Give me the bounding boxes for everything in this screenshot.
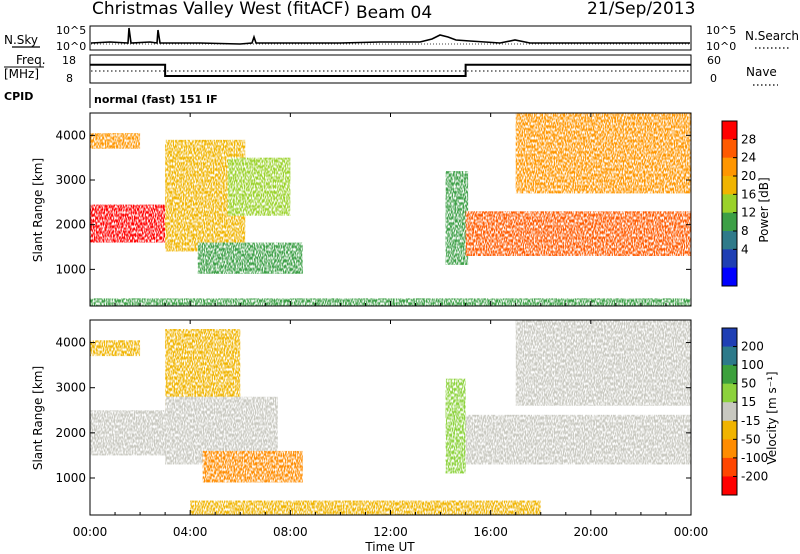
x-axis-label: Time UT xyxy=(364,540,415,554)
velocity-colorbar-label-7: -200 xyxy=(741,469,768,483)
power-colorbar-label-5: 8 xyxy=(741,224,749,238)
power-colorbar-swatch-2 xyxy=(722,157,737,177)
power-colorbar-label-0: 28 xyxy=(741,132,756,146)
velocity-colorbar-swatch-3 xyxy=(722,383,737,403)
power-colorbar-label-3: 16 xyxy=(741,187,756,201)
velocity-colorbar-swatch-8 xyxy=(722,476,737,496)
xtick-label-0: 00:00 xyxy=(73,525,108,539)
chart-title: Christmas Valley West (fitACF) xyxy=(92,0,350,19)
power-colorbar-label-1: 24 xyxy=(741,151,756,165)
power-region-0 xyxy=(90,204,166,243)
power-region-1 xyxy=(90,133,141,149)
velocity-region-1 xyxy=(90,340,141,357)
power-ytick-label-1: 3000 xyxy=(55,173,86,187)
velocity-colorbar-frame xyxy=(721,327,738,496)
power-colorbar-swatch-4 xyxy=(722,194,737,214)
nsky-line xyxy=(90,27,690,45)
freq-label-1: Freq. xyxy=(16,53,46,67)
power-colorbar-swatch-7 xyxy=(722,249,737,269)
xtick-label-3: 12:00 xyxy=(373,525,408,539)
velocity-colorbar-label-3: 15 xyxy=(741,395,756,409)
nave-tick-top: 60 xyxy=(707,54,721,67)
velocity-colorbar-swatch-6 xyxy=(722,439,737,459)
xtick-label-1: 04:00 xyxy=(173,525,208,539)
velocity-ylabel: Slant Range [km] xyxy=(31,366,45,470)
power-colorbar-swatch-8 xyxy=(722,267,737,287)
velocity-colorbar-swatch-4 xyxy=(722,402,737,422)
nsky-tick-bottom: 10^0 xyxy=(56,40,86,53)
nave-label: Nave xyxy=(746,65,777,79)
velocity-ytick-label-1: 3000 xyxy=(55,381,86,395)
power-ytick-label-0: 4000 xyxy=(55,128,86,142)
power-colorbar-label: Power [dB] xyxy=(757,177,771,242)
velocity-colorbar-swatch-5 xyxy=(722,420,737,440)
freq-line xyxy=(90,63,691,77)
nsearch-tick-bottom: 10^0 xyxy=(706,40,736,53)
velocity-colorbar-label-2: 50 xyxy=(741,377,756,391)
velocity-region-6 xyxy=(465,414,691,465)
power-heatmap xyxy=(90,113,691,306)
power-colorbar-label-2: 20 xyxy=(741,169,756,183)
nsky-tick-top: 10^5 xyxy=(56,24,86,37)
velocity-colorbar-swatch-7 xyxy=(722,457,737,477)
power-region-5 xyxy=(445,171,469,265)
velocity-region-0 xyxy=(90,410,166,456)
power-region-7 xyxy=(515,113,691,194)
beam-label: Beam 04 xyxy=(356,3,432,23)
freq-label-2: [MHz] xyxy=(4,67,39,81)
freq-panel xyxy=(89,54,692,84)
power-ytick-label-3: 1000 xyxy=(55,262,86,276)
velocity-colorbar-swatch-1 xyxy=(722,346,737,366)
nave-tick-bottom: 0 xyxy=(710,72,717,85)
velocity-heatmap xyxy=(90,320,691,515)
date-label: 21/Sep/2013 xyxy=(587,0,695,19)
power-region-6 xyxy=(465,211,691,256)
velocity-ytick-label-3: 1000 xyxy=(55,471,86,485)
velocity-colorbar-swatch-0 xyxy=(722,328,737,348)
xtick-label-5: 20:00 xyxy=(574,525,609,539)
xtick-label-2: 08:00 xyxy=(273,525,308,539)
power-ytick-label-2: 2000 xyxy=(55,218,86,232)
velocity-colorbar-label-6: -100 xyxy=(741,451,768,465)
velocity-colorbar-label-5: -50 xyxy=(741,432,761,446)
xtick-label-6: 00:00 xyxy=(674,525,709,539)
power-ylabel: Slant Range [km] xyxy=(31,158,45,262)
cpid-mode: normal (fast) 151 IF xyxy=(94,93,218,106)
cpid-label: CPID xyxy=(4,90,33,103)
power-colorbar-swatch-1 xyxy=(722,139,737,159)
power-colorbar-swatch-5 xyxy=(722,212,737,232)
velocity-region-4 xyxy=(202,450,303,483)
velocity-region-5 xyxy=(445,378,466,474)
power-colorbar-swatch-6 xyxy=(722,231,737,250)
velocity-colorbar-label-0: 200 xyxy=(741,340,764,354)
velocity-region-7 xyxy=(515,320,691,406)
velocity-colorbar-label: Velocity [m s⁻¹] xyxy=(765,371,779,464)
velocity-colorbar-swatch-2 xyxy=(722,365,737,385)
velocity-region-8 xyxy=(190,500,541,515)
nsky-label: N.Sky xyxy=(4,33,38,47)
power-region-4 xyxy=(227,157,291,216)
xtick-label-4: 16:00 xyxy=(473,525,508,539)
freq-tick-bottom: 8 xyxy=(66,72,73,85)
power-region-3 xyxy=(197,242,303,274)
nsearch-tick-top: 10^5 xyxy=(706,24,736,37)
velocity-colorbar-label-1: 100 xyxy=(741,358,764,372)
power-colorbar-swatch-0 xyxy=(722,121,737,140)
freq-tick-top: 18 xyxy=(62,54,76,67)
velocity-colorbar-label-4: -15 xyxy=(741,414,761,428)
velocity-ytick-label-0: 4000 xyxy=(55,336,86,350)
power-colorbar-frame xyxy=(721,120,738,287)
nsearch-label: N.Search xyxy=(745,29,799,43)
power-colorbar-swatch-3 xyxy=(722,176,737,195)
velocity-ytick-label-2: 2000 xyxy=(55,426,86,440)
power-colorbar-label-6: 4 xyxy=(741,242,749,256)
nsky-panel xyxy=(89,25,692,51)
power-colorbar-label-4: 12 xyxy=(741,206,756,220)
